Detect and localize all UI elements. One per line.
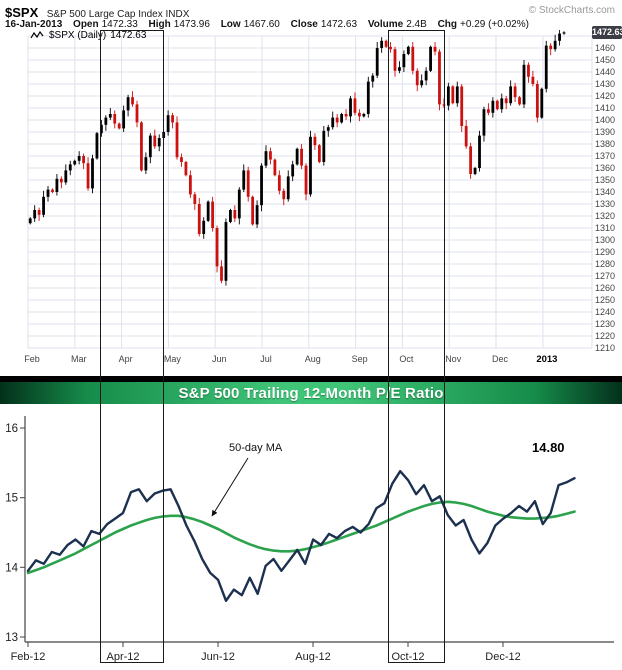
svg-text:Oct-12: Oct-12 xyxy=(391,651,424,663)
pe-banner: S&P 500 Trailing 12-Month P/E Ratio xyxy=(0,382,622,404)
svg-text:1360: 1360 xyxy=(595,163,615,173)
svg-text:1230: 1230 xyxy=(595,319,615,329)
svg-text:1340: 1340 xyxy=(595,187,615,197)
change-label: Chg xyxy=(437,19,458,30)
svg-text:1240: 1240 xyxy=(595,307,615,317)
svg-text:16: 16 xyxy=(5,423,18,435)
svg-text:1350: 1350 xyxy=(595,175,615,185)
last-price-label: 1472.63 xyxy=(592,26,622,39)
spx-candlestick-panel: $SPX S&P 500 Large Cap Index INDX © Stoc… xyxy=(5,4,622,365)
svg-text:Jun: Jun xyxy=(212,354,227,364)
svg-text:Apr-12: Apr-12 xyxy=(106,651,139,663)
svg-text:1400: 1400 xyxy=(595,115,615,125)
low-label: Low xyxy=(220,19,241,30)
open-label: Open xyxy=(73,19,99,30)
pe-last-value-label: 14.80 xyxy=(532,440,565,455)
index-name: S&P 500 Large Cap Index INDX xyxy=(46,9,190,20)
open-value: 1472.33 xyxy=(101,19,138,30)
pe-banner-title: S&P 500 Trailing 12-Month P/E Ratio xyxy=(178,384,444,402)
svg-text:Feb-12: Feb-12 xyxy=(11,651,46,663)
pe-ratio-panel: S&P 500 Trailing 12-Month P/E Ratio 16 15… xyxy=(0,376,622,670)
panel-divider xyxy=(0,376,622,382)
high-value: 1473.96 xyxy=(173,19,210,30)
svg-text:Feb: Feb xyxy=(24,354,40,364)
svg-text:1440: 1440 xyxy=(595,67,615,77)
svg-text:Dec: Dec xyxy=(492,354,509,364)
high-label: High xyxy=(148,19,171,30)
stockcharts-watermark: © StockCharts.com xyxy=(528,5,615,16)
legend-symbol-label: $SPX (Daily) xyxy=(49,29,107,41)
volume-field: Volume 2.4B xyxy=(368,19,427,30)
line-style-icon xyxy=(30,30,44,38)
svg-text:Apr: Apr xyxy=(119,354,133,364)
svg-text:1370: 1370 xyxy=(595,151,615,161)
chart-legend: $SPX (Daily) 1472.63 xyxy=(30,29,146,41)
open-field: Open 1472.33 xyxy=(73,19,138,30)
svg-text:Jun-12: Jun-12 xyxy=(201,651,235,663)
high-field: High 1473.96 xyxy=(149,19,210,30)
svg-text:Dec-12: Dec-12 xyxy=(485,651,520,663)
volume-label: Volume xyxy=(367,19,404,30)
svg-text:Oct: Oct xyxy=(399,354,414,364)
change-value: +0.29 (+0.02%) xyxy=(460,19,529,30)
svg-text:1430: 1430 xyxy=(595,79,615,89)
svg-text:May: May xyxy=(164,354,182,364)
svg-text:14: 14 xyxy=(5,562,18,574)
svg-text:1250: 1250 xyxy=(595,295,615,305)
svg-text:1450: 1450 xyxy=(595,55,615,65)
svg-text:1290: 1290 xyxy=(595,247,615,257)
svg-text:1210: 1210 xyxy=(595,343,615,353)
svg-text:Aug-12: Aug-12 xyxy=(295,651,330,663)
svg-text:1420: 1420 xyxy=(595,91,615,101)
spx-chart-svg: 1210 1220 1230 1240 1250 1260 1270 1280 1290 1300… xyxy=(24,30,615,365)
svg-text:1330: 1330 xyxy=(595,199,615,209)
volume-value: 2.4B xyxy=(406,19,427,30)
svg-text:1460: 1460 xyxy=(595,43,615,53)
close-value: 1472.63 xyxy=(320,19,358,30)
svg-text:1320: 1320 xyxy=(595,211,615,221)
low-field: Low 1467.60 xyxy=(221,19,280,30)
svg-text:Jul: Jul xyxy=(260,354,272,364)
ticker-symbol: $SPX xyxy=(5,5,39,20)
svg-text:Aug: Aug xyxy=(305,354,321,364)
legend-last-value: 1472.63 xyxy=(110,29,147,41)
chart-header: $SPX S&P 500 Large Cap Index INDX © Stoc… xyxy=(5,4,617,20)
svg-text:1280: 1280 xyxy=(595,259,615,269)
pe-chart-svg: 16 15 14 13 Feb-12 Apr-12 Jun-12 Aug-12 Oct-12 De… xyxy=(5,416,614,663)
svg-text:1380: 1380 xyxy=(595,139,615,149)
svg-text:1310: 1310 xyxy=(595,223,615,233)
close-field: Close 1472.63 xyxy=(291,19,357,30)
close-label: Close xyxy=(290,19,318,30)
svg-text:15: 15 xyxy=(5,493,18,505)
svg-text:Mar: Mar xyxy=(71,354,87,364)
svg-text:Nov: Nov xyxy=(445,354,462,364)
quote-date: 16-Jan-2013 xyxy=(5,19,63,30)
svg-text:2013: 2013 xyxy=(536,354,557,365)
change-field: Chg +0.29 (+0.02%) xyxy=(438,19,529,30)
svg-text:Sep: Sep xyxy=(352,354,368,364)
svg-text:1390: 1390 xyxy=(595,127,615,137)
svg-text:1300: 1300 xyxy=(595,235,615,245)
ma-annotation-label: 50-day MA xyxy=(229,442,283,454)
svg-text:13: 13 xyxy=(5,632,18,644)
svg-text:1260: 1260 xyxy=(595,283,615,293)
quote-summary-row: 16-Jan-2013 Open 1472.33 High 1473.96 Low 1… xyxy=(5,19,617,31)
svg-text:1220: 1220 xyxy=(595,331,615,341)
svg-text:1410: 1410 xyxy=(595,103,615,113)
low-value: 1467.60 xyxy=(243,19,280,30)
svg-text:1270: 1270 xyxy=(595,271,615,281)
